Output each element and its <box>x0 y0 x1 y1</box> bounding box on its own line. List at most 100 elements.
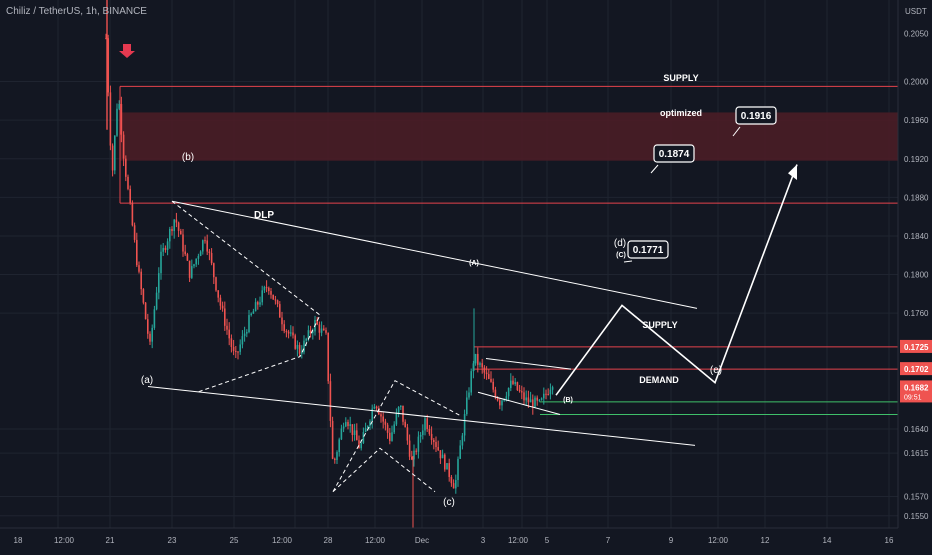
candle-body <box>521 391 523 393</box>
target-0-1874-pointer <box>650 164 659 174</box>
candle-body <box>206 240 208 252</box>
candle-body <box>523 392 525 401</box>
candle-body <box>155 292 158 310</box>
price-tick: 0.1550 <box>904 512 929 521</box>
candle-body <box>349 424 351 426</box>
candle-body <box>138 265 140 272</box>
candle-body <box>320 328 323 333</box>
candle-body <box>307 330 310 339</box>
candle-body <box>287 331 290 334</box>
time-tick: 25 <box>230 536 239 545</box>
candle-body <box>191 266 193 278</box>
candle-body <box>316 319 318 325</box>
price-tag-bg <box>900 362 932 376</box>
candle-body <box>215 277 217 291</box>
candle-body <box>514 382 516 384</box>
candle-body <box>120 104 123 135</box>
diamond-upper <box>332 380 461 492</box>
candle-body <box>470 371 472 393</box>
candle-body <box>419 434 422 437</box>
candle-body <box>437 447 439 451</box>
label-demand: DEMAND <box>639 375 679 385</box>
candle-body <box>197 256 200 259</box>
candle-body <box>111 145 114 171</box>
candle-body <box>309 330 312 334</box>
price-tag-bg <box>900 339 932 353</box>
candle-body <box>312 331 314 334</box>
price-tick: 0.1840 <box>904 232 929 241</box>
candle-body <box>329 381 332 421</box>
candle-body <box>536 397 538 401</box>
time-axis-bg <box>0 528 932 550</box>
time-tick: 18 <box>14 536 23 545</box>
candle-body <box>356 430 358 441</box>
candle-body <box>136 239 138 266</box>
candle-body <box>428 428 431 434</box>
time-tick: 21 <box>106 536 115 545</box>
triangle-lower <box>477 391 561 415</box>
triangle-upper <box>485 358 572 370</box>
candle-body <box>164 247 167 250</box>
candle-body <box>459 445 461 459</box>
price-tag: 0.1702 <box>904 365 929 374</box>
candle-body <box>485 372 488 375</box>
candle-body <box>472 363 475 372</box>
candle-body <box>369 421 371 427</box>
candle-body <box>389 432 391 441</box>
candle-body <box>281 317 283 325</box>
candle-body <box>367 426 369 429</box>
candle-body <box>529 399 532 403</box>
target-0-1916-box <box>735 106 777 125</box>
price-tick: 0.1615 <box>904 449 929 458</box>
candle-body <box>441 454 444 459</box>
price-tag: 0.1725 <box>904 343 929 352</box>
upper-trendline <box>171 200 698 309</box>
candle-body <box>415 450 417 452</box>
candle-body <box>228 329 230 339</box>
candle-body <box>252 311 255 314</box>
candle-body <box>483 367 486 373</box>
lower-trendline <box>147 385 696 446</box>
candle-body <box>364 428 367 433</box>
candle-body <box>494 389 497 398</box>
candle-body <box>492 381 494 390</box>
label-wave-b: (b) <box>182 152 194 163</box>
price-tick: 0.1640 <box>904 425 929 434</box>
candle-body <box>109 92 112 146</box>
candle-body <box>549 389 552 395</box>
optimized-zone <box>120 112 898 161</box>
candle-body <box>131 202 134 226</box>
candle-body <box>162 247 164 252</box>
target-0-1771-pointer <box>623 260 633 263</box>
candle-body <box>325 330 327 333</box>
candle-body <box>105 38 107 40</box>
candle-body <box>455 480 457 489</box>
time-tick: 12:00 <box>708 536 729 545</box>
candle-body <box>545 393 547 395</box>
candle-body <box>107 38 109 93</box>
candle-body <box>177 222 180 231</box>
candle-body <box>518 390 521 392</box>
candle-body <box>232 347 235 351</box>
candle-body <box>463 414 466 436</box>
candle-body <box>199 251 202 257</box>
label-wave-e: (e) <box>710 365 722 376</box>
candle-body <box>116 108 118 136</box>
candle-body <box>268 287 270 292</box>
candle-body <box>144 302 147 320</box>
candle-body <box>270 291 272 295</box>
candle-body <box>213 263 215 278</box>
candle-body <box>386 424 389 433</box>
candle-body <box>340 428 343 440</box>
time-tick: 16 <box>885 536 894 545</box>
candle-body <box>208 251 211 253</box>
time-tick: Dec <box>415 536 429 545</box>
label-dlp: DLP <box>254 210 274 221</box>
candle-body <box>331 420 334 459</box>
candle-body <box>499 400 501 406</box>
candle-body <box>481 363 483 368</box>
candle-body <box>298 344 301 354</box>
candle-body <box>461 435 464 446</box>
candle-body <box>400 405 402 407</box>
candle-body <box>217 290 219 298</box>
